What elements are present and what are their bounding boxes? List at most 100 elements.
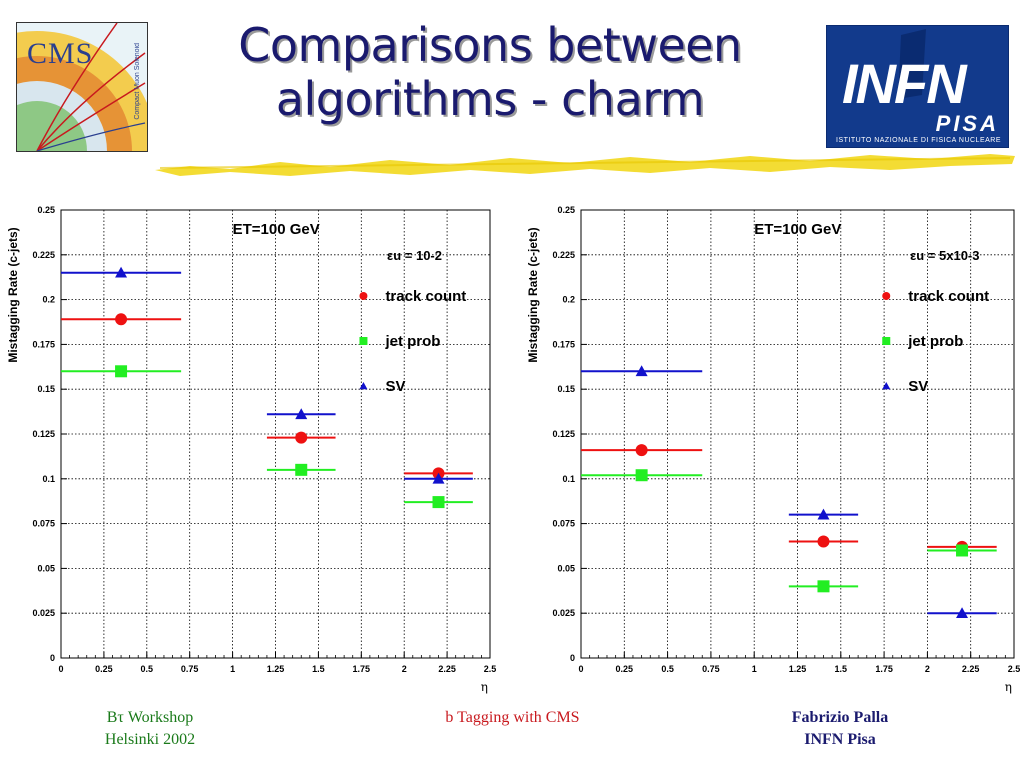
cms-logo-graphic <box>17 23 147 151</box>
infn-logo-graphic <box>826 25 1009 148</box>
data-point <box>635 365 648 377</box>
y-tick-label: 0.025 <box>32 608 55 618</box>
x-tick-label: 1.25 <box>267 664 285 674</box>
y-tick-label: 0.2 <box>562 295 575 305</box>
charts-area: 0 0.25 0.5 0.75 1 1.25 1.5 1.75 2 2.25 2.5 0 0.025 0.… <box>6 205 1020 694</box>
y-tick-label: 0.15 <box>557 384 575 394</box>
title-underline <box>155 154 1015 176</box>
infn-logo-text: INFN <box>842 52 967 115</box>
x-axis-label: η <box>1005 680 1012 694</box>
efficiency-label: εu = 10-2 <box>387 248 442 263</box>
cms-logo-subtext: Compact Muon Solenoid <box>134 43 141 120</box>
footer-event: Bτ Workshop Helsinki 2002 <box>70 707 230 751</box>
data-point <box>817 580 830 593</box>
x-tick-label: 1 <box>230 664 235 674</box>
x-tick-label: 0 <box>58 664 63 674</box>
energy-annotation: ET=100 GeV <box>754 221 841 238</box>
x-tick-label: 0.25 <box>95 664 113 674</box>
x-tick-label: 1.5 <box>835 664 848 674</box>
y-tick-label: 0.05 <box>37 563 55 573</box>
legend-marker <box>359 337 368 345</box>
legend-label: track count <box>385 288 466 305</box>
y-axis-label: Mistagging Rate (c-jets) <box>526 227 540 362</box>
data-point <box>956 544 969 557</box>
x-tick-label: 0.75 <box>181 664 199 674</box>
legend-label: SV <box>908 378 928 395</box>
y-tick-label: 0.1 <box>562 474 575 484</box>
slide-title: Comparisons between algorithms - charm <box>160 18 820 126</box>
y-tick-label: 0.125 <box>32 429 55 439</box>
y-tick-label: 0.225 <box>32 250 55 260</box>
cms-logo: CMS Compact Muon Solenoid <box>16 22 148 152</box>
x-tick-label: 1.25 <box>789 664 807 674</box>
y-tick-label: 0.225 <box>552 250 575 260</box>
chart-left: 0 0.25 0.5 0.75 1 1.25 1.5 1.75 2 2.25 2.5 0 0.025 0.… <box>6 205 496 694</box>
y-tick-label: 0.1 <box>42 474 55 484</box>
data-point <box>115 365 128 378</box>
x-tick-label: 1 <box>752 664 757 674</box>
x-tick-label: 0.5 <box>141 664 154 674</box>
y-tick-label: 0 <box>570 653 575 663</box>
y-tick-label: 0.075 <box>32 519 55 529</box>
x-tick-label: 1.5 <box>312 664 325 674</box>
y-tick-label: 0.025 <box>552 608 575 618</box>
data-point <box>115 313 128 326</box>
legend-label: jet prob <box>907 333 963 350</box>
data-point <box>295 463 308 476</box>
energy-annotation: ET=100 GeV <box>233 221 320 238</box>
data-point <box>432 472 445 484</box>
y-tick-label: 0.25 <box>37 205 55 215</box>
x-tick-label: 2.5 <box>484 664 497 674</box>
infn-logo-city: PISA <box>935 111 999 136</box>
footer-author-name: Fabrizio Palla <box>791 709 889 726</box>
x-tick-label: 0.75 <box>702 664 720 674</box>
x-tick-label: 2.25 <box>438 664 456 674</box>
y-tick-label: 0.175 <box>32 339 55 349</box>
footer-topic: b Tagging with CMS <box>445 709 580 726</box>
y-tick-label: 0.175 <box>552 339 575 349</box>
infn-logo-institute: ISTITUTO NAZIONALE DI FISICA NUCLEARE <box>836 137 1002 144</box>
data-point <box>635 444 648 457</box>
x-tick-label: 2.5 <box>1008 664 1021 674</box>
footer-author-affiliation: INFN Pisa <box>804 731 876 748</box>
x-tick-label: 1.75 <box>353 664 371 674</box>
legend-marker <box>359 292 368 300</box>
legend-label: track count <box>908 288 989 305</box>
x-axis-label: η <box>481 680 488 694</box>
data-point <box>295 408 308 420</box>
y-axis-label: Mistagging Rate (c-jets) <box>6 227 20 362</box>
y-tick-label: 0.25 <box>557 205 575 215</box>
data-point <box>635 469 648 482</box>
legend-marker <box>359 382 368 390</box>
x-tick-label: 2 <box>402 664 407 674</box>
efficiency-label: εu = 5x10-3 <box>910 248 979 263</box>
x-tick-label: 0.5 <box>661 664 674 674</box>
legend-marker <box>882 292 891 300</box>
legend-marker <box>882 337 891 345</box>
data-point <box>295 431 308 444</box>
x-tick-label: 2 <box>925 664 930 674</box>
y-tick-label: 0.05 <box>557 563 575 573</box>
infn-logo: INFN PISA ISTITUTO NAZIONALE DI FISICA N… <box>826 25 1009 148</box>
footer-workshop: Bτ Workshop <box>106 709 194 726</box>
data-point <box>956 607 969 618</box>
legend-marker <box>882 382 891 390</box>
legend-label: SV <box>385 378 405 395</box>
x-tick-label: 0 <box>578 664 583 674</box>
y-tick-label: 0.125 <box>552 429 575 439</box>
data-point <box>115 266 128 278</box>
y-tick-label: 0 <box>50 653 55 663</box>
footer-location: Helsinki 2002 <box>104 731 196 748</box>
y-tick-label: 0.2 <box>42 295 55 305</box>
data-point <box>817 535 830 548</box>
slide-title-line1: Comparisons between <box>238 18 742 72</box>
footer-author: Fabrizio Palla INFN Pisa <box>760 707 920 751</box>
x-tick-label: 2.25 <box>962 664 980 674</box>
cms-logo-text: CMS <box>27 37 94 70</box>
data-point <box>817 508 830 520</box>
legend-label: jet prob <box>384 333 440 350</box>
y-tick-label: 0.075 <box>552 519 575 529</box>
slide-title-line2: algorithms - charm <box>275 72 705 126</box>
y-tick-label: 0.15 <box>37 384 55 394</box>
chart-right: 0 0.25 0.5 0.75 1 1.25 1.5 1.75 2 2.25 2.5 0 0.025 0.… <box>526 205 1020 694</box>
